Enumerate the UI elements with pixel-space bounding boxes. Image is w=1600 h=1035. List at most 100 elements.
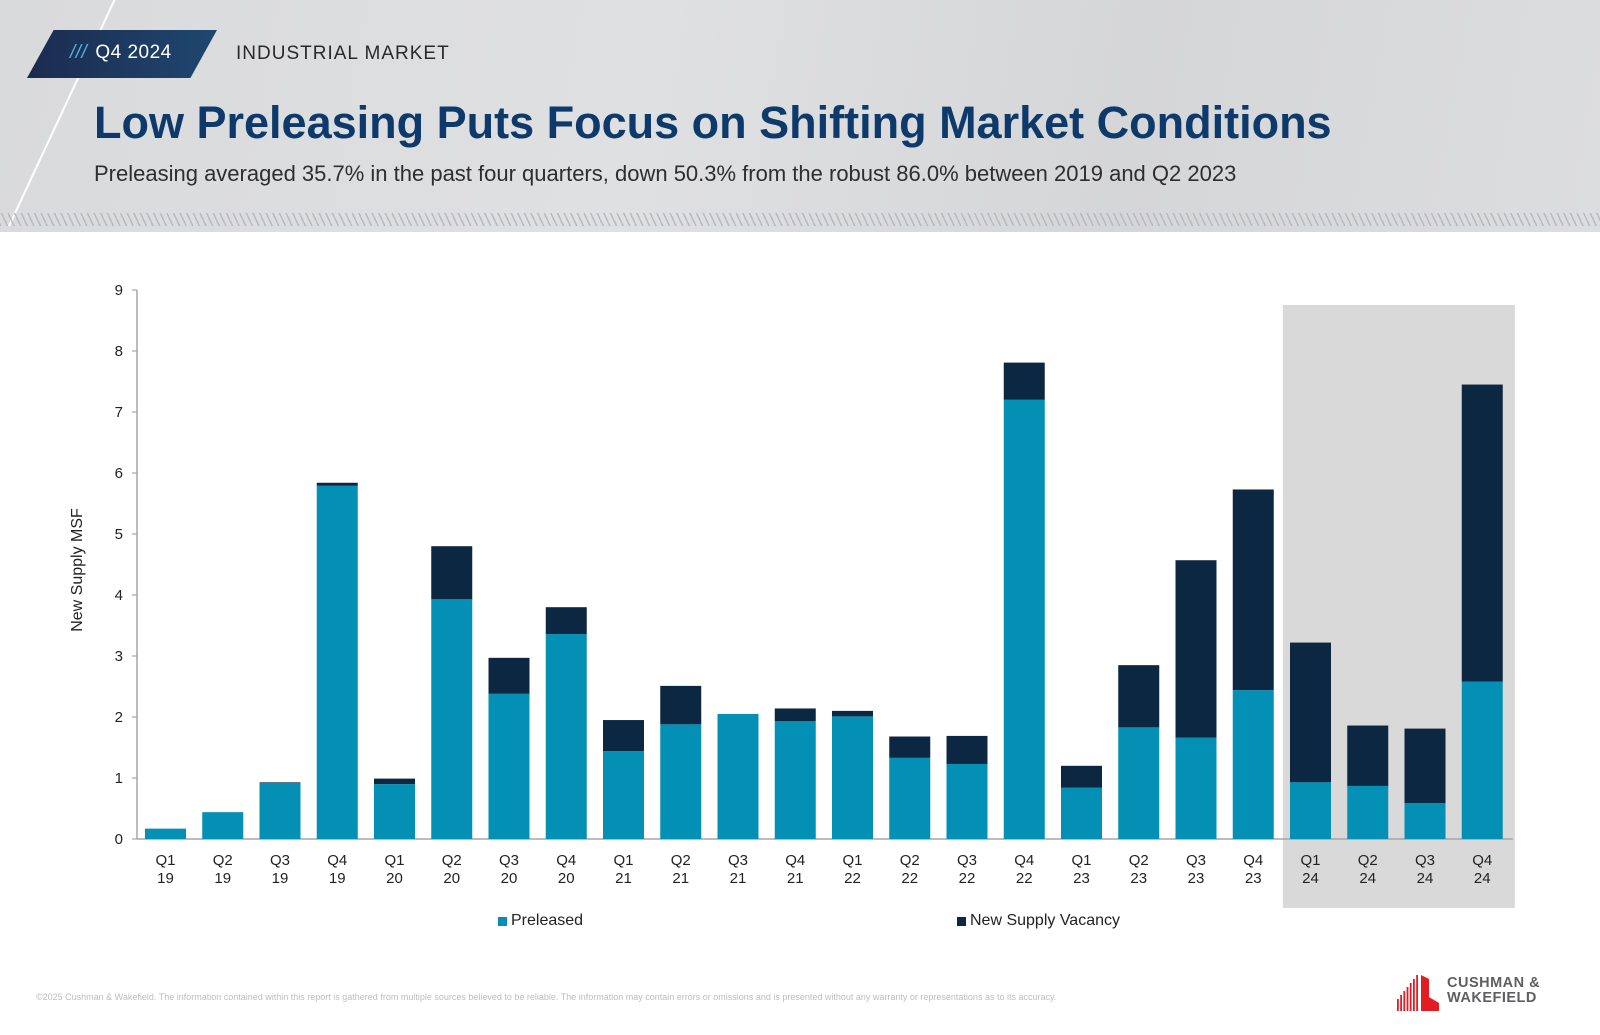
- x-tick-year: 24: [1302, 870, 1319, 887]
- logo-bar: [1397, 999, 1399, 1011]
- x-tick-year: 20: [443, 870, 460, 887]
- bar-vacancy: [1290, 642, 1331, 783]
- section-label: INDUSTRIAL MARKET: [236, 43, 450, 64]
- y-tick-label: 0: [115, 831, 123, 848]
- y-tick-label: 7: [115, 404, 123, 421]
- bar-preleased: [660, 724, 702, 839]
- bar-preleased: [1461, 681, 1503, 839]
- period-label: Q4 2024: [95, 42, 172, 63]
- x-tick-year: 21: [615, 870, 632, 887]
- legend-label: Preleased: [511, 912, 584, 929]
- x-tick-quarter: Q3: [957, 852, 977, 869]
- x-tick-year: 20: [501, 870, 518, 887]
- x-tick-year: 24: [1359, 870, 1376, 887]
- bar-preleased: [717, 713, 759, 839]
- bar-preleased: [1061, 787, 1102, 839]
- bar-vacancy: [431, 546, 473, 600]
- bar-vacancy: [488, 657, 530, 694]
- x-tick-quarter: Q3: [1186, 852, 1206, 869]
- x-tick-year: 19: [214, 870, 231, 887]
- x-tick-quarter: Q4: [327, 852, 347, 869]
- x-tick-quarter: Q2: [1358, 852, 1378, 869]
- x-tick-quarter: Q3: [1415, 852, 1435, 869]
- page-title: Low Preleasing Puts Focus on Shifting Ma…: [94, 97, 1332, 148]
- x-tick-quarter: Q2: [900, 852, 920, 869]
- legend-swatch-vacancy: [957, 916, 966, 926]
- legend-label: New Supply Vacancy: [970, 912, 1120, 929]
- bar-preleased: [832, 716, 873, 839]
- x-tick-quarter: Q3: [499, 852, 519, 869]
- bar-vacancy: [1003, 362, 1045, 400]
- y-tick-label: 6: [115, 465, 123, 482]
- x-tick-quarter: Q4: [1014, 852, 1034, 869]
- x-tick-quarter: Q4: [785, 852, 805, 869]
- x-tick-quarter: Q4: [1472, 852, 1492, 869]
- logo-bar: [1409, 983, 1412, 1011]
- logo-bar: [1400, 995, 1402, 1011]
- x-tick-year: 19: [157, 870, 174, 887]
- bar-vacancy: [660, 685, 702, 725]
- x-tick-year: 23: [1188, 870, 1205, 887]
- logo-bar: [1413, 979, 1415, 1011]
- logo-bar: [1403, 991, 1406, 1011]
- x-tick-quarter: Q2: [442, 852, 462, 869]
- bar-preleased: [1232, 690, 1274, 839]
- company-logo: CUSHMAN & WAKEFIELD: [1395, 975, 1565, 1013]
- bar-vacancy: [1461, 384, 1503, 682]
- bar-preleased: [1118, 727, 1160, 839]
- x-tick-year: 20: [386, 870, 403, 887]
- bar-vacancy: [1347, 725, 1389, 786]
- x-tick-quarter: Q1: [384, 852, 404, 869]
- legend-swatch-preleased: [498, 916, 507, 926]
- bar-preleased: [1290, 782, 1331, 839]
- bar-vacancy: [1061, 765, 1102, 788]
- bar-preleased: [488, 693, 530, 839]
- x-tick-year: 21: [672, 870, 689, 887]
- x-tick-year: 19: [272, 870, 289, 887]
- bar-preleased: [545, 634, 587, 839]
- bar-preleased: [374, 784, 415, 839]
- bar-vacancy: [889, 736, 931, 758]
- y-tick-label: 1: [115, 770, 123, 787]
- bar-vacancy: [946, 735, 988, 764]
- x-tick-year: 20: [558, 870, 575, 887]
- page-subtitle: Preleasing averaged 35.7% in the past fo…: [94, 161, 1237, 186]
- x-tick-quarter: Q1: [1071, 852, 1091, 869]
- x-tick-year: 22: [844, 870, 861, 887]
- x-tick-year: 24: [1474, 870, 1491, 887]
- y-tick-label: 8: [115, 343, 123, 360]
- bar-preleased: [202, 812, 244, 839]
- bar-vacancy: [259, 782, 301, 783]
- x-tick-year: 21: [787, 870, 804, 887]
- bar-vacancy: [1118, 665, 1160, 728]
- bar-preleased: [1003, 399, 1045, 839]
- logo-text: CUSHMAN & WAKEFIELD: [1447, 976, 1540, 1006]
- x-tick-quarter: Q2: [1129, 852, 1149, 869]
- legend-item-preleased: Preleased: [498, 912, 583, 930]
- bar-preleased: [1404, 803, 1446, 839]
- bar-preleased: [889, 757, 931, 839]
- bar-preleased: [603, 751, 644, 839]
- y-tick-label: 3: [115, 648, 123, 665]
- bar-vacancy: [1232, 489, 1274, 691]
- y-tick-label: 9: [115, 282, 123, 299]
- logo-bar: [1416, 975, 1418, 1011]
- bar-vacancy: [1175, 560, 1217, 738]
- x-tick-year: 23: [1245, 870, 1262, 887]
- bar-preleased: [316, 485, 358, 839]
- y-tick-label: 2: [115, 709, 123, 726]
- bar-preleased: [145, 828, 186, 839]
- x-tick-year: 22: [959, 870, 976, 887]
- bar-preleased: [946, 763, 988, 839]
- bar-vacancy: [603, 720, 644, 752]
- decorative-stripe-band: [0, 213, 1600, 226]
- bar-preleased: [1347, 785, 1389, 839]
- bar-vacancy: [316, 482, 358, 486]
- bar-vacancy: [545, 607, 587, 635]
- logo-line-2: WAKEFIELD: [1447, 990, 1537, 1006]
- x-tick-year: 22: [1016, 870, 1033, 887]
- report-header: /// Q4 2024 INDUSTRIAL MARKET Low Preleas…: [0, 0, 1600, 232]
- bar-preleased: [774, 721, 816, 839]
- legend-item-vacancy: New Supply Vacancy: [957, 912, 1120, 930]
- logo-bar: [1406, 987, 1409, 1011]
